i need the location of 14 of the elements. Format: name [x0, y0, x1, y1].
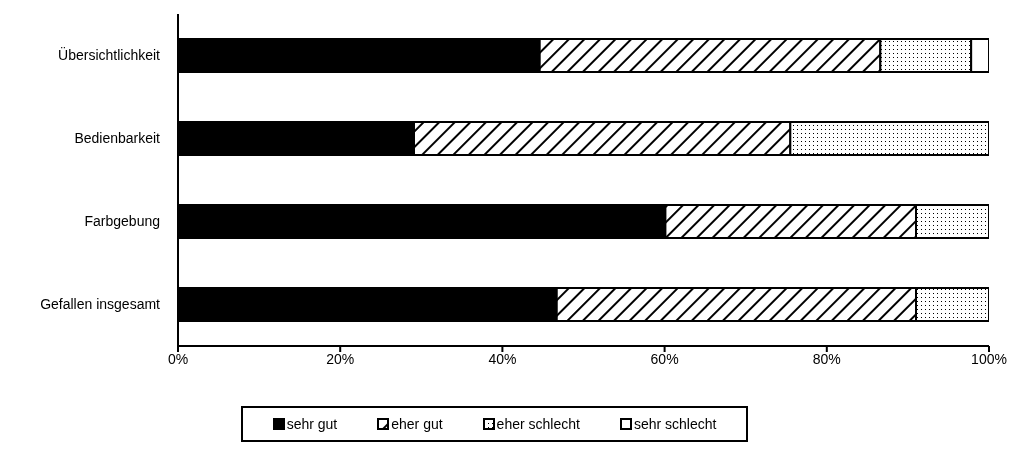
x-tick-label: 0% [167, 350, 189, 367]
legend-label: sehr gut [286, 416, 338, 432]
x-tick-label: 80% [812, 350, 841, 367]
x-tick-label: 40% [488, 350, 517, 367]
x-tick-label: 100% [971, 350, 1007, 367]
x-tick-label: 60% [650, 350, 679, 367]
legend-label: eher gut [391, 416, 443, 432]
legend-label: sehr schlecht [633, 416, 717, 432]
y-tick-label: Gefallen insgesamt [40, 296, 161, 313]
y-tick-label: Übersichtlichkeit [58, 46, 161, 64]
y-tick-label: Farbgebung [84, 213, 160, 230]
legend-label: eher schlecht [496, 416, 580, 432]
y-tick-label: Bedienbarkeit [74, 130, 161, 147]
x-tick-label: 20% [326, 350, 355, 367]
